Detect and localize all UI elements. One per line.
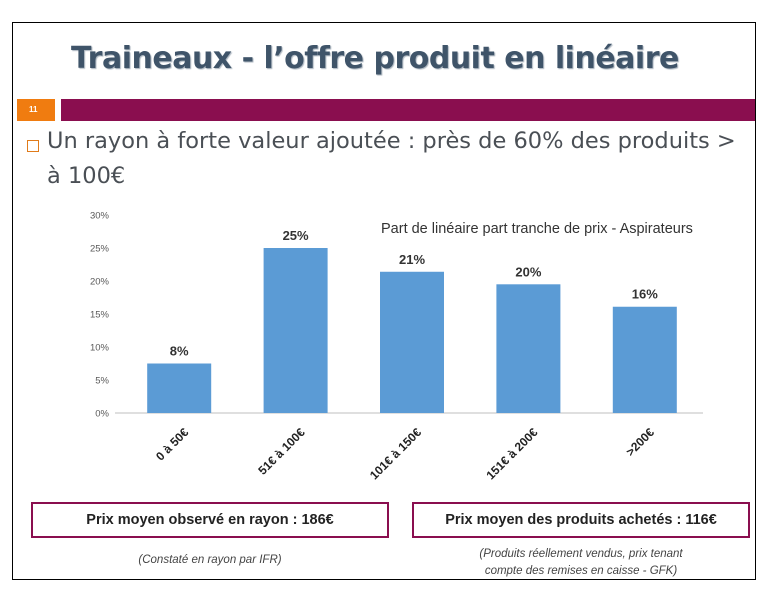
y-tick-label: 15%	[90, 310, 110, 321]
x-tick-label: 51€ à 100€	[255, 425, 308, 478]
purchased-price-note: (Produits réellement vendus, prix tenant…	[412, 546, 750, 579]
purchased-price-note-line2: compte des remises en caisse - GFK)	[484, 565, 678, 577]
bullet-text: Un rayon à forte valeur ajoutée : près d…	[47, 128, 736, 189]
bullet-square-icon	[27, 140, 39, 152]
y-tick-label: 0%	[95, 409, 109, 420]
x-tick-label: 0 à 50€	[153, 425, 191, 463]
bar	[496, 284, 561, 413]
x-tick-label: >200€	[623, 425, 657, 459]
observed-price-note: (Constaté en rayon par IFR)	[138, 554, 282, 566]
bar	[612, 306, 677, 413]
observed-price-box: Prix moyen observé en rayon : 186€	[31, 502, 389, 538]
y-tick-label: 30%	[90, 211, 110, 222]
accent-bar	[61, 99, 755, 121]
purchased-price-box: Prix moyen des produits achetés : 116€	[412, 502, 750, 538]
purchased-price-note-line1: (Produits réellement vendus, prix tenant	[479, 548, 683, 560]
slide: Traineaux - l’offre produit en linéaire …	[12, 22, 756, 580]
data-label: 8%	[170, 344, 189, 359]
y-tick-label: 10%	[90, 343, 110, 354]
bar	[147, 363, 212, 413]
bar	[380, 271, 444, 413]
x-tick-label: 151€ à 200€	[483, 425, 540, 482]
x-tick-label: 101€ à 150€	[367, 425, 424, 482]
data-label: 16%	[632, 287, 658, 302]
chart-title: Part de linéaire part tranche de prix - …	[381, 221, 693, 237]
bar	[263, 248, 328, 413]
slide-title: Traineaux - l’offre produit en linéaire	[71, 41, 679, 76]
slide-number: 11	[17, 99, 55, 121]
data-label: 20%	[515, 264, 541, 279]
y-tick-label: 5%	[95, 376, 109, 387]
y-tick-label: 25%	[90, 244, 110, 255]
data-label: 25%	[283, 228, 309, 243]
bar-chart: 0% 5% 10% 15% 20% 25% 30% 8% 25% 21% 20% 16% 0 à 5…	[90, 211, 703, 482]
data-label: 21%	[399, 252, 425, 267]
y-tick-label: 20%	[90, 277, 110, 288]
